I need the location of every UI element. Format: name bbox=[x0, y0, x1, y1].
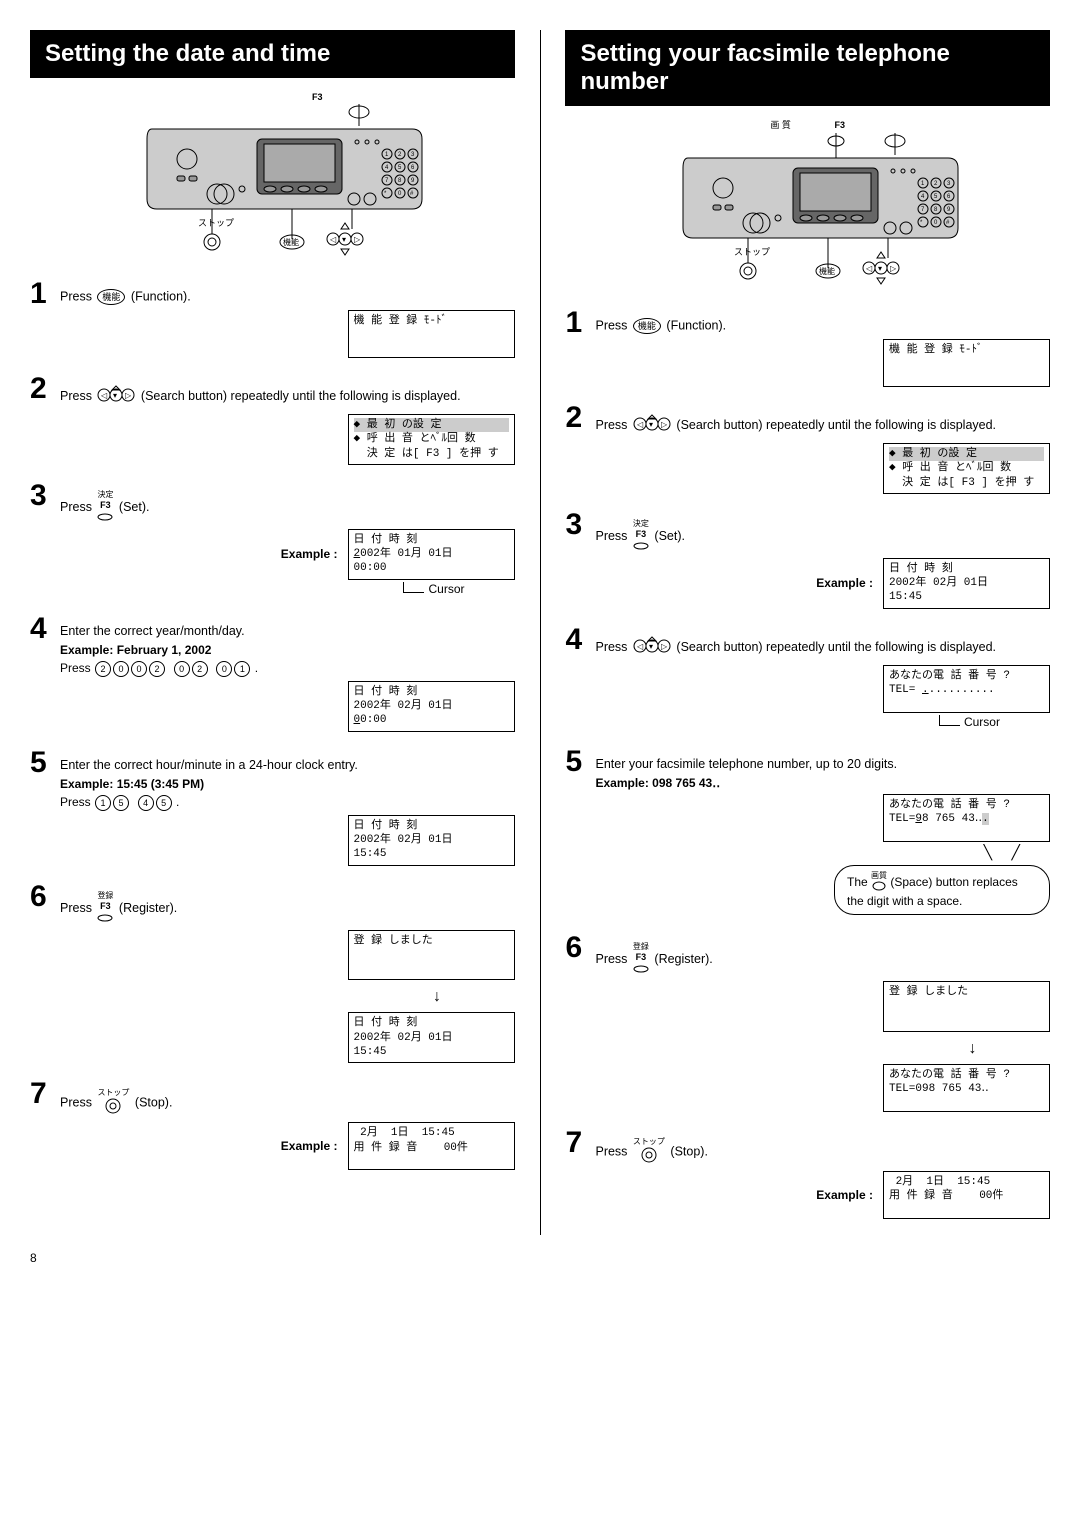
function-key-icon: 機能 bbox=[633, 318, 661, 334]
lcd-display: 機 能 登 録 ﾓ-ﾄﾞ bbox=[883, 339, 1050, 387]
left-column: Setting the date and time F3 bbox=[30, 30, 515, 1235]
lcd-display: 日 付 時 刻 2002年 02月 01日 15:45 bbox=[883, 558, 1050, 609]
right-title: Setting your facsimile telephone number bbox=[565, 30, 1050, 106]
svg-text:◁: ◁ bbox=[101, 391, 108, 400]
left-step-5: 5 Enter the correct hour/minute in a 24-… bbox=[30, 748, 515, 874]
left-title: Setting the date and time bbox=[30, 30, 515, 78]
f3-set-key-icon: 決定 F3 bbox=[97, 491, 113, 524]
right-column: Setting your facsimile telephone number … bbox=[565, 30, 1050, 1235]
svg-text:▾: ▾ bbox=[649, 642, 653, 651]
svg-text:▷: ▷ bbox=[661, 420, 668, 429]
svg-text:◁: ◁ bbox=[637, 642, 644, 651]
left-step-6: 6 Press 登録 F3 (Register). 登 録 しました ↓ 日 付… bbox=[30, 882, 515, 1072]
lcd-display: あなたの電 話 番 号 ? TEL= ........... bbox=[883, 665, 1050, 713]
column-divider bbox=[540, 30, 541, 1235]
svg-text:▷: ▷ bbox=[890, 264, 897, 273]
lcd-display: 登 録 しました bbox=[348, 930, 515, 981]
svg-text:▾: ▾ bbox=[649, 420, 653, 429]
function-key-icon: 機能 bbox=[97, 289, 125, 305]
right-step-5: 5 Enter your facsimile telephone number,… bbox=[565, 747, 1050, 925]
svg-text:◁: ◁ bbox=[637, 420, 644, 429]
right-step-4: 4 Press ◁▾▷ (Search button) repeatedly u… bbox=[565, 625, 1050, 739]
svg-text:▷: ▷ bbox=[354, 235, 361, 244]
svg-text:▷: ▷ bbox=[125, 391, 132, 400]
lcd-display: 2月 1日 15:45 用 件 録 音 00件 bbox=[883, 1171, 1050, 1219]
svg-text:▾: ▾ bbox=[113, 391, 117, 400]
right-panel-diagram: 画 質 F3 bbox=[565, 116, 1050, 293]
lcd-display: あなたの電 話 番 号 ? TEL=98 765 43‥. bbox=[883, 794, 1050, 842]
svg-text:▾: ▾ bbox=[342, 235, 346, 244]
arrow-down-icon: ↓ bbox=[895, 1040, 1050, 1058]
page-number: 8 bbox=[30, 1251, 37, 1265]
svg-text:ストップ: ストップ bbox=[198, 218, 234, 228]
f3-set-key-icon: 決定 F3 bbox=[633, 520, 649, 553]
svg-text:機能: 機能 bbox=[283, 237, 299, 247]
svg-text:◁: ◁ bbox=[330, 235, 337, 244]
left-step-3: 3 Press 決定 F3 (Set). Example : 日 付 時 刻 2… bbox=[30, 481, 515, 606]
lcd-display: 2月 1日 15:45 用 件 録 音 00件 bbox=[348, 1122, 515, 1170]
search-button-icon: ◁ ▾ ▷ bbox=[633, 413, 671, 438]
lcd-display: 登 録 しました bbox=[883, 981, 1050, 1032]
stop-key-icon: ストップ bbox=[97, 1089, 129, 1117]
cursor-label: Cursor bbox=[60, 582, 515, 596]
left-step-4: 4 Enter the correct year/month/day. Exam… bbox=[30, 614, 515, 740]
lcd-display: 日 付 時 刻 2002年 02月 01日 15:45 bbox=[348, 1012, 515, 1063]
f3-register-key-icon: 登録 F3 bbox=[97, 892, 113, 925]
f3-register-key-icon: 登録 F3 bbox=[633, 943, 649, 976]
cursor-label: Cursor bbox=[595, 715, 1050, 729]
space-note: The 画質 (Space) button replaces the digit… bbox=[834, 865, 1050, 915]
right-step-3: 3 Press 決定 F3 (Set). Example : 日 付 時 刻 2… bbox=[565, 510, 1050, 617]
svg-text:機能: 機能 bbox=[819, 266, 835, 276]
fax-panel-icon: 1 2 3 4 5 6 7 8 9 * 0 # ストップ bbox=[112, 104, 432, 264]
svg-text:▾: ▾ bbox=[878, 264, 882, 273]
left-step-7: 7 Press ストップ (Stop). Example : 2月 1日 15:… bbox=[30, 1079, 515, 1178]
right-step-7: 7 Press ストップ (Stop). Example : 2月 1日 15:… bbox=[565, 1128, 1050, 1227]
lcd-display: ◆ 最 初 の設 定◆ 呼 出 音 とﾍﾞﾙ回 数 決 定 は[ F3 ] を押… bbox=[883, 443, 1050, 494]
right-step-6: 6 Press 登録 F3 (Register). 登 録 しました ↓ あなた… bbox=[565, 933, 1050, 1120]
svg-text:ストップ: ストップ bbox=[734, 247, 770, 257]
left-step-1: 1 Press 機能 (Function). 機 能 登 録 ﾓ-ﾄﾞ bbox=[30, 279, 515, 366]
stop-key-icon: ストップ bbox=[633, 1138, 665, 1166]
svg-text:▷: ▷ bbox=[661, 642, 668, 651]
space-key-icon: 画質 bbox=[871, 872, 887, 894]
fax-panel-icon: 1 2 3 4 5 6 7 8 9 * 0 # ストップ bbox=[648, 133, 968, 293]
lcd-display: 日 付 時 刻 2002年 01月 01日 00:00 bbox=[348, 529, 515, 580]
lcd-display: 機 能 登 録 ﾓ-ﾄﾞ bbox=[348, 310, 515, 358]
arrow-down-icon: ↓ bbox=[360, 988, 515, 1006]
lcd-display: あなたの電 話 番 号 ? TEL=098 765 43‥ bbox=[883, 1064, 1050, 1112]
lcd-display: ◆ 最 初 の設 定◆ 呼 出 音 とﾍﾞﾙ回 数 決 定 は[ F3 ] を押… bbox=[348, 414, 515, 465]
search-button-icon: ◁ ▾ ▷ bbox=[633, 635, 671, 660]
svg-text:◁: ◁ bbox=[866, 264, 873, 273]
right-step-2: 2 Press ◁▾▷ (Search button) repeatedly u… bbox=[565, 403, 1050, 502]
left-panel-diagram: F3 bbox=[30, 88, 515, 264]
search-button-icon: ◁ ▾ ▷ bbox=[97, 384, 135, 409]
lcd-display: 日 付 時 刻 2002年 02月 01日 15:45 bbox=[348, 815, 515, 866]
right-step-1: 1 Press 機能 (Function). 機 能 登 録 ﾓ-ﾄﾞ bbox=[565, 308, 1050, 395]
left-step-2: 2 Press ◁▾▷ (Search button) repeatedly u… bbox=[30, 374, 515, 473]
lcd-display: 日 付 時 刻 2002年 02月 01日 00:00 bbox=[348, 681, 515, 732]
